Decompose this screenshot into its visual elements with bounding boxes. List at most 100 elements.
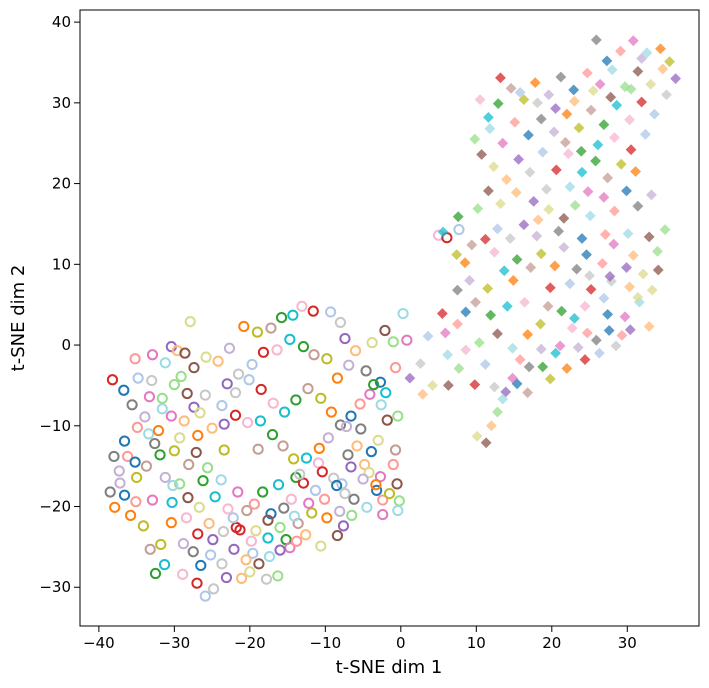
scatter-point-circle (274, 544, 286, 556)
scatter-point-diamond (627, 250, 639, 261)
scatter-point-diamond (615, 158, 627, 170)
scatter-point-circle (297, 477, 310, 489)
scatter-point-diamond (624, 281, 635, 293)
scatter-point-circle (139, 411, 151, 423)
scatter-point-circle (188, 401, 200, 413)
scatter-point-circle (204, 549, 217, 561)
scatter-point-circle (370, 479, 382, 491)
scatter-point-diamond (659, 224, 671, 235)
scatter-point-diamond (451, 249, 463, 261)
scatter-point-diamond (504, 233, 516, 244)
scatter-point-diamond (460, 306, 472, 318)
scatter-point-diamond (590, 34, 602, 46)
scatter-point-circle (149, 567, 162, 580)
y-tick-label: 10 (52, 255, 71, 273)
scatter-point-circle (178, 415, 190, 427)
scatter-point-circle (300, 452, 313, 464)
scatter-point-diamond (584, 270, 595, 282)
scatter-point-diamond (625, 144, 637, 156)
scatter-point-diamond (519, 296, 531, 308)
scatter-point-diamond (599, 229, 611, 240)
scatter-point-circle (228, 543, 240, 555)
x-tick-label: −40 (83, 634, 115, 652)
scatter-point-circle (342, 449, 354, 461)
scatter-point-circle (346, 509, 358, 521)
scatter-point-circle (167, 479, 179, 492)
scatter-point-circle (130, 496, 142, 508)
scatter-point-circle (254, 415, 267, 427)
scatter-point-circle (192, 429, 204, 442)
scatter-point-circle (129, 456, 141, 468)
scatter-point-diamond (550, 103, 561, 114)
scatter-point-circle (389, 444, 402, 456)
y-axis-label: t-SNE dim 2 (8, 265, 29, 372)
scatter-point-circle (309, 484, 322, 496)
scatter-point-diamond (511, 378, 523, 390)
scatter-point-circle (206, 422, 218, 434)
scatter-point-diamond (469, 379, 481, 391)
scatter-point-diamond (636, 53, 648, 64)
scatter-point-diamond (514, 86, 526, 98)
scatter-point-circle (229, 409, 242, 421)
x-tick-label: 0 (396, 634, 406, 652)
scatter-point-circle (391, 478, 403, 490)
scatter-point-circle (241, 504, 253, 517)
scatter-point-circle (209, 491, 221, 503)
scatter-point-diamond (511, 254, 523, 265)
scatter-point-circle (203, 517, 215, 530)
scatter-point-circle (155, 538, 167, 551)
scatter-point-circle (302, 383, 314, 395)
scatter-point-circle (191, 577, 203, 589)
scatter-point-diamond (550, 164, 562, 176)
scatter-point-circle (322, 432, 334, 444)
scatter-point-circle (177, 568, 189, 580)
scatter-point-diamond (581, 327, 593, 339)
scatter-point-circle (109, 501, 121, 513)
scatter-point-diamond (598, 292, 610, 304)
scatter-point-circle (114, 477, 126, 489)
scatter-point-circle (247, 547, 259, 559)
scatter-point-diamond (558, 241, 570, 253)
scatter-point-circle (337, 520, 350, 532)
scatter-point-circle (272, 570, 284, 582)
scatter-point-diamond (572, 342, 584, 353)
scatter-point-circle (340, 420, 353, 433)
scatter-point-circle (290, 394, 302, 406)
scatter-point-diamond (535, 318, 546, 330)
scatter-point-circle (377, 508, 389, 521)
x-tick-label: 20 (542, 634, 561, 652)
scatter-point-diamond (625, 83, 637, 95)
scatter-point-diamond (587, 85, 599, 97)
scatter-point-diamond (541, 183, 552, 195)
scatter-point-circle (374, 471, 387, 483)
scatter-point-circle (257, 346, 270, 358)
scatter-point-circle (152, 425, 165, 437)
scatter-point-diamond (590, 155, 601, 167)
scatter-point-circle (187, 546, 199, 558)
scatter-point-diamond (610, 340, 622, 352)
scatter-point-circle (297, 341, 310, 353)
scatter-point-diamond (575, 145, 587, 157)
y-tick-label: 0 (61, 336, 71, 354)
scatter-point-circle (294, 468, 306, 480)
scatter-point-diamond (632, 65, 644, 77)
scatter-point-diamond (573, 122, 585, 134)
scatter-point-diamond (605, 91, 617, 103)
scatter-point-circle (331, 529, 344, 542)
scatter-point-diamond (469, 133, 481, 145)
scatter-point-circle (368, 379, 380, 391)
scatter-point-circle (246, 358, 258, 371)
scatter-point-diamond (601, 55, 613, 67)
scatter-point-diamond (561, 108, 573, 120)
scatter-point-diamond (590, 334, 602, 346)
scatter-point-diamond (646, 284, 658, 296)
scatter-point-circle (334, 419, 347, 431)
scatter-point-diamond (661, 89, 672, 101)
scatter-point-diamond (404, 372, 416, 384)
scatter-point-diamond (439, 327, 451, 339)
scatter-point-diamond (479, 233, 491, 245)
scatter-point-circle (262, 514, 274, 526)
scatter-point-circle (284, 542, 296, 554)
scatter-point-diamond (470, 296, 481, 308)
